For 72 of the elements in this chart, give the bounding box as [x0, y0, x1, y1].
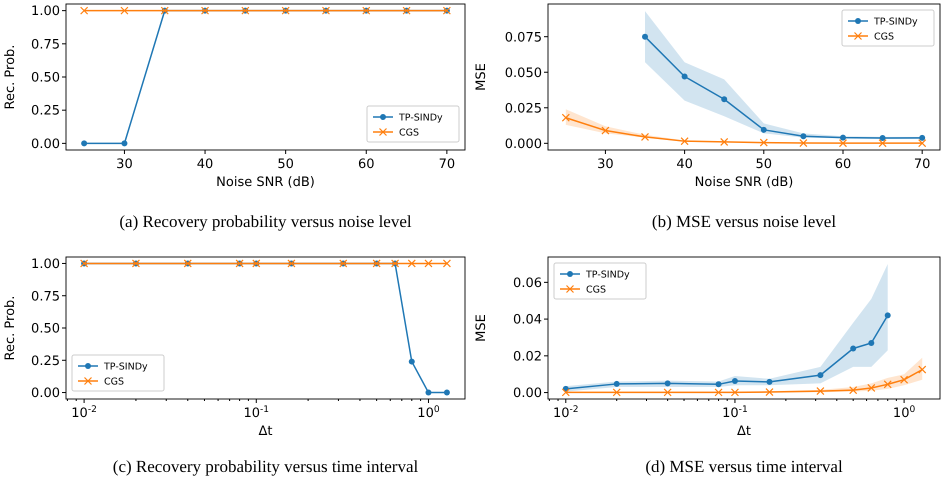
x-tick-label: 30: [116, 157, 133, 172]
x-tick-label: 70: [914, 157, 930, 172]
x-axis-title: Noise SNR (dB): [694, 175, 794, 190]
y-axis-title: MSE: [474, 63, 489, 91]
legend-label: TP-SINDy: [398, 112, 444, 124]
y-tick-label: 0.04: [513, 312, 542, 328]
legend-label: CGS: [874, 31, 894, 42]
point: [840, 134, 846, 141]
x-axis-title: Noise SNR (dB): [216, 175, 315, 190]
text: (b) MSE versus noise level: [652, 212, 836, 231]
point: [800, 133, 806, 140]
point: [878, 139, 887, 148]
x-tick-label: 50: [756, 157, 772, 172]
point: [721, 96, 728, 102]
x-tick-label: 10$^{-2}$: [71, 405, 97, 421]
point: [760, 126, 767, 133]
y-tick-label: 0.50: [31, 70, 60, 86]
point: [642, 34, 648, 40]
point: [640, 132, 650, 142]
y-tick-label: 0.075: [504, 30, 542, 46]
y-tick-label: 0.06: [513, 276, 542, 291]
y-tick-label: 0.050: [504, 66, 542, 81]
point: [918, 139, 926, 148]
y-tick-label: 0.00: [31, 136, 60, 152]
y-tick-label: 0.00: [31, 386, 60, 402]
x-tick-label: 60: [358, 157, 375, 172]
x-tick-label: 10$^{0}$: [892, 405, 916, 421]
y-tick-label: 0.50: [31, 322, 60, 337]
y-tick-label: 0.025: [504, 101, 542, 116]
x-axis-title: Δt: [737, 424, 751, 439]
y-tick-label: 0.00: [513, 386, 542, 402]
x-tick-label: 10$^{-1}$: [243, 405, 270, 421]
x-tick-label: 10$^{-1}$: [722, 405, 748, 421]
point: [919, 134, 926, 141]
point: [760, 138, 768, 147]
x-tick-label: 10$^{-2}$: [552, 405, 579, 421]
y-tick-label: 0.75: [31, 37, 60, 52]
legend-label: CGS: [586, 284, 606, 296]
legend-label: CGS: [104, 376, 124, 388]
x-tick-label: 10$^{0}$: [417, 405, 440, 421]
point: [680, 137, 689, 146]
y-tick-label: 0.25: [31, 354, 60, 369]
y-axis-title: Rec. Prob.: [3, 44, 18, 110]
text: (a) Recovery probability versus noise level: [119, 212, 412, 231]
y-tick-label: 1.00: [31, 4, 60, 20]
point: [562, 114, 570, 122]
x-tick-label: 30: [597, 157, 614, 172]
x-tick-label: 60: [834, 157, 852, 172]
x-axis-title: Δt: [258, 424, 272, 439]
y-axis-title: MSE: [474, 314, 489, 342]
text: (c) Recovery probability versus time interval: [112, 457, 418, 476]
legend-label: TP-SINDy: [873, 16, 918, 28]
legend-label: TP-SINDy: [103, 361, 148, 372]
x-tick-label: 40: [676, 157, 693, 172]
x-tick-label: 70: [438, 157, 456, 172]
point: [838, 139, 848, 148]
point: [880, 135, 886, 142]
y-tick-label: 1.00: [31, 257, 60, 272]
x-tick-label: 40: [196, 157, 214, 172]
point: [601, 126, 610, 135]
y-tick-label: 0.75: [31, 289, 60, 304]
y-tick-label: 0.000: [504, 136, 542, 152]
legend-label: CGS: [399, 127, 420, 138]
y-axis-title: Rec. Prob.: [3, 296, 18, 360]
point: [720, 138, 728, 146]
y-tick-label: 0.25: [31, 104, 60, 119]
y-tick-label: 0.02: [513, 349, 542, 364]
text: (d) MSE versus time interval: [645, 457, 843, 476]
point: [682, 74, 688, 80]
point: [799, 138, 808, 148]
x-tick-label: 50: [277, 157, 294, 172]
legend-label: TP-SINDy: [585, 269, 630, 280]
